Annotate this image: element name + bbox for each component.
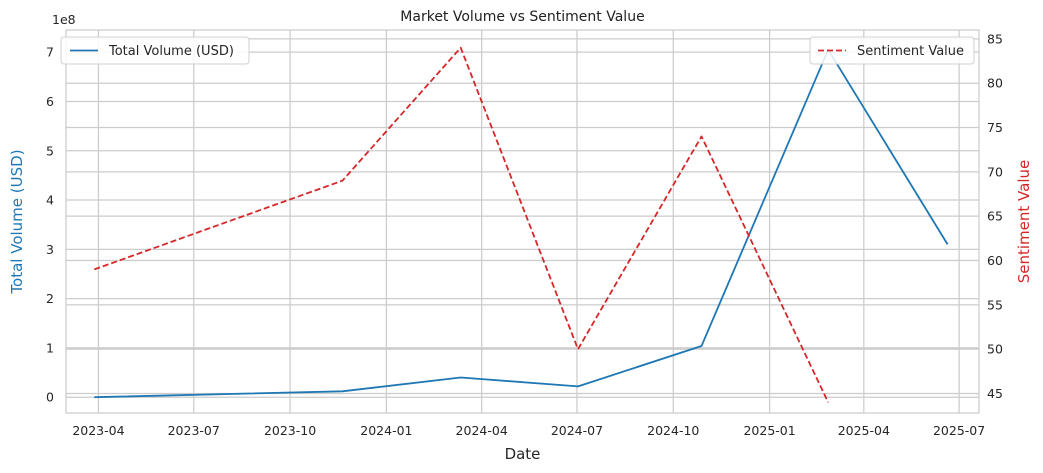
legend-volume: Total Volume (USD)	[60, 36, 250, 65]
y-right-tick-label: 60	[987, 253, 1003, 268]
y-left-axis-label: Total Volume (USD)	[8, 149, 26, 294]
legend-sentiment: Sentiment Value	[809, 36, 975, 65]
y-left-tick-label: 3	[46, 242, 54, 257]
x-tick-label: 2024-07	[551, 423, 603, 438]
legend-sentiment-box	[809, 36, 975, 65]
legend-sentiment-label: Sentiment Value	[857, 44, 964, 59]
y-left-tick-label: 5	[46, 143, 54, 158]
x-tick-label: 2024-01	[360, 423, 412, 438]
x-tick-label: 2023-04	[72, 423, 124, 438]
legend-volume-box	[60, 36, 250, 65]
chart-title: Market Volume vs Sentiment Value	[400, 9, 644, 25]
y-left-scale-note: 1e8	[52, 12, 76, 27]
y-left-tick-label: 1	[46, 340, 54, 355]
x-axis-label: Date	[505, 445, 541, 463]
y-left-tick-label: 0	[46, 390, 54, 405]
tick-labels: 2023-04 2023-07 2023-10 2024-01 2024-04 2024-…	[46, 31, 1003, 438]
y-right-tick-label: 45	[987, 386, 1003, 401]
series-line-sentiment	[93, 46, 830, 403]
x-tick-label: 2023-07	[168, 423, 220, 438]
legend-volume-label: Total Volume (USD)	[108, 44, 234, 59]
x-tick-label: 2025-04	[838, 423, 890, 438]
x-tick-label: 2024-04	[456, 423, 508, 438]
y-right-tick-label: 70	[987, 164, 1003, 179]
y-right-tick-label: 50	[987, 342, 1003, 357]
y-right-tick-label: 65	[987, 209, 1003, 224]
x-tick-label: 2025-01	[743, 423, 795, 438]
y-right-tick-label: 75	[987, 120, 1003, 135]
plot-frame	[65, 29, 980, 414]
x-tick-label: 2025-07	[933, 423, 985, 438]
y-left-tick-label: 4	[46, 193, 54, 208]
y-right-tick-label: 55	[987, 297, 1003, 312]
y-left-tick-label: 6	[46, 94, 54, 109]
y-right-tick-label: 85	[987, 31, 1003, 46]
y-left-tick-label: 2	[46, 291, 54, 306]
y-right-tick-label: 80	[987, 76, 1003, 91]
grid-lines	[66, 30, 979, 413]
x-tick-label: 2024-10	[647, 423, 699, 438]
y-left-tick-label: 7	[46, 45, 54, 60]
x-tick-label: 2023-10	[264, 423, 316, 438]
y-right-axis-label: Sentiment Value	[1015, 160, 1033, 284]
